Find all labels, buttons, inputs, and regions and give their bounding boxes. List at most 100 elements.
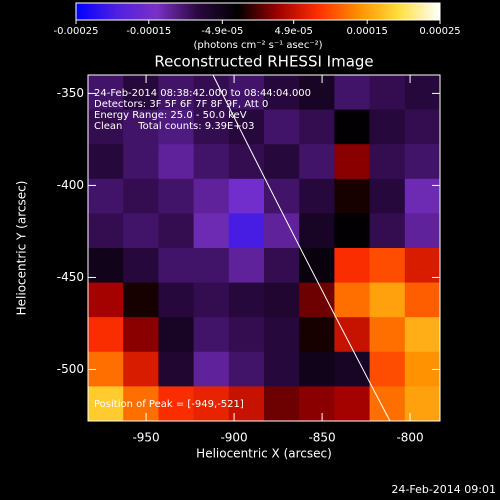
cell bbox=[158, 351, 195, 387]
cell bbox=[228, 178, 265, 214]
y-tick-label: -350 bbox=[57, 86, 84, 100]
cell bbox=[404, 282, 441, 318]
cell bbox=[158, 109, 195, 145]
annotation: Clean Total counts: 9.39E+03 bbox=[94, 121, 254, 132]
cell bbox=[264, 213, 300, 249]
colorbar bbox=[75, 2, 441, 21]
cell bbox=[123, 75, 159, 111]
cell bbox=[334, 317, 371, 353]
cell bbox=[123, 317, 159, 353]
cell bbox=[299, 109, 335, 145]
cell bbox=[369, 109, 406, 145]
x-tick-label: -950 bbox=[132, 431, 159, 445]
cell bbox=[369, 282, 406, 318]
plot-frame bbox=[87, 74, 441, 422]
y-axis-label: Heliocentric Y (arcsec) bbox=[15, 181, 29, 316]
cell bbox=[404, 144, 441, 180]
cell bbox=[264, 317, 300, 353]
cell bbox=[123, 144, 159, 180]
cell bbox=[228, 75, 265, 111]
cell bbox=[369, 317, 406, 353]
cell bbox=[123, 213, 159, 249]
cell bbox=[228, 317, 265, 353]
cell bbox=[404, 178, 441, 214]
cell bbox=[193, 178, 230, 214]
solar-limb bbox=[212, 74, 391, 422]
cell bbox=[193, 109, 230, 145]
cell bbox=[264, 178, 300, 214]
cell bbox=[369, 178, 406, 214]
cell bbox=[228, 386, 265, 422]
cell bbox=[158, 178, 195, 214]
y-tick-label: -400 bbox=[57, 178, 84, 192]
cell bbox=[88, 109, 124, 145]
cell bbox=[334, 109, 371, 145]
colorbar-tick-label: 4.9e-05 bbox=[274, 26, 312, 37]
cell bbox=[299, 282, 335, 318]
cell bbox=[228, 351, 265, 387]
cell bbox=[158, 282, 195, 318]
cell bbox=[299, 351, 335, 387]
cell bbox=[369, 248, 406, 284]
cell bbox=[404, 213, 441, 249]
colorbar-tick-label: -0.00025 bbox=[54, 26, 99, 37]
colorbar-label: (photons cm⁻² s⁻¹ asec⁻²) bbox=[193, 40, 322, 51]
cell bbox=[88, 178, 124, 214]
cell bbox=[193, 213, 230, 249]
cell bbox=[334, 75, 371, 111]
cell bbox=[88, 213, 124, 249]
cell bbox=[299, 213, 335, 249]
cell bbox=[264, 144, 300, 180]
x-tick-label: -850 bbox=[308, 431, 335, 445]
cell bbox=[369, 75, 406, 111]
cell bbox=[334, 386, 371, 422]
cell bbox=[228, 109, 265, 145]
cell bbox=[299, 248, 335, 284]
cell bbox=[193, 282, 230, 318]
cell bbox=[158, 144, 195, 180]
cell bbox=[193, 75, 230, 111]
cell bbox=[158, 248, 195, 284]
cell bbox=[264, 351, 300, 387]
cell bbox=[299, 144, 335, 180]
cell bbox=[299, 75, 335, 111]
cell bbox=[88, 144, 124, 180]
peak-label: Position of Peak = [-949,-521] bbox=[94, 399, 244, 410]
cell bbox=[369, 144, 406, 180]
cell bbox=[158, 213, 195, 249]
cell bbox=[158, 317, 195, 353]
cell bbox=[299, 317, 335, 353]
cell bbox=[123, 109, 159, 145]
cell bbox=[404, 317, 441, 353]
annotation: 24-Feb-2014 08:38:42.000 to 08:44:04.000 bbox=[94, 88, 311, 99]
cell bbox=[88, 386, 124, 422]
cell bbox=[158, 386, 195, 422]
cell bbox=[264, 282, 300, 318]
cell bbox=[334, 282, 371, 318]
cell bbox=[193, 248, 230, 284]
annotation: Energy Range: 25.0 - 50.0 keV bbox=[94, 110, 247, 121]
colorbar-tick-label: -0.00015 bbox=[126, 26, 171, 37]
cell bbox=[264, 248, 300, 284]
colorbar-tick-label: 0.00025 bbox=[419, 26, 460, 37]
cell bbox=[123, 386, 159, 422]
cell bbox=[193, 351, 230, 387]
cell bbox=[334, 178, 371, 214]
chart-title: Reconstructed RHESSI Image bbox=[154, 53, 373, 71]
cell bbox=[228, 282, 265, 318]
y-tick-label: -500 bbox=[57, 362, 84, 376]
cell bbox=[334, 351, 371, 387]
cell bbox=[334, 213, 371, 249]
cell bbox=[193, 317, 230, 353]
y-tick-label: -450 bbox=[57, 270, 84, 284]
cell bbox=[264, 109, 300, 145]
cell bbox=[264, 386, 300, 422]
cell bbox=[404, 75, 441, 111]
cell bbox=[193, 386, 230, 422]
colorbar-tick-label: 0.00015 bbox=[347, 26, 388, 37]
cell bbox=[123, 351, 159, 387]
cell bbox=[158, 75, 195, 111]
cell bbox=[228, 144, 265, 180]
cell bbox=[88, 317, 124, 353]
cell bbox=[88, 282, 124, 318]
